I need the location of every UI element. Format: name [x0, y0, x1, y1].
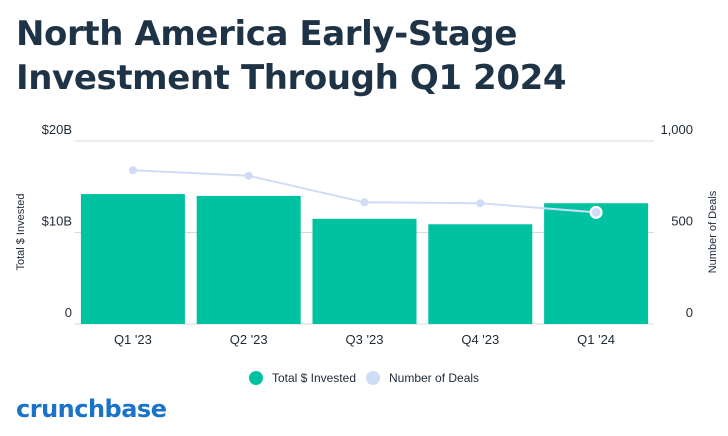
- x-tick-label: Q2 '23: [230, 332, 268, 347]
- legend-swatch-deals: [366, 371, 380, 385]
- deals-point: [476, 199, 485, 208]
- deals-point: [589, 205, 603, 219]
- line-series: [128, 166, 603, 219]
- y-tick-label: $20B: [42, 122, 72, 137]
- y-tick-label: 0: [65, 305, 72, 320]
- y2-axis-title: Number of Deals: [707, 190, 719, 273]
- bar: [196, 195, 301, 324]
- legend: Total $ Invested Number of Deals: [0, 371, 728, 385]
- legend-item-invested: Total $ Invested: [248, 371, 356, 385]
- x-tick-label: Q1 '24: [577, 332, 615, 347]
- crunchbase-logo: crunchbase: [16, 395, 167, 423]
- y2-tick-label: 500: [671, 214, 693, 229]
- x-tick-label: Q3 '23: [346, 332, 384, 347]
- legend-item-deals: Number of Deals: [366, 371, 479, 385]
- legend-label-invested: Total $ Invested: [271, 371, 356, 385]
- deals-point: [244, 171, 253, 180]
- y-axis-title: Total $ Invested: [15, 193, 27, 270]
- deals-point: [128, 166, 137, 175]
- bar: [80, 194, 185, 324]
- bar-series: [80, 194, 649, 324]
- legend-label-deals: Number of Deals: [389, 371, 480, 385]
- y2-tick-label: 0: [686, 305, 693, 320]
- y2-tick-label: 1,000: [660, 122, 693, 137]
- x-tick-label: Q4 '23: [461, 332, 499, 347]
- deals-point: [360, 198, 369, 207]
- legend-swatch-invested: [248, 371, 263, 385]
- y-tick-label: $10B: [42, 214, 72, 229]
- bar: [544, 203, 649, 324]
- chart-title: North America Early-Stage Investment Thr…: [16, 14, 567, 98]
- bar: [312, 218, 417, 324]
- axis-ticks: 0 0 $10B 500 $20B 1,000 Q1 '23 Q2 '23 Q3 '23 Q4 '…: [42, 122, 693, 347]
- bar: [428, 224, 533, 324]
- x-tick-label: Q1 '23: [114, 332, 152, 347]
